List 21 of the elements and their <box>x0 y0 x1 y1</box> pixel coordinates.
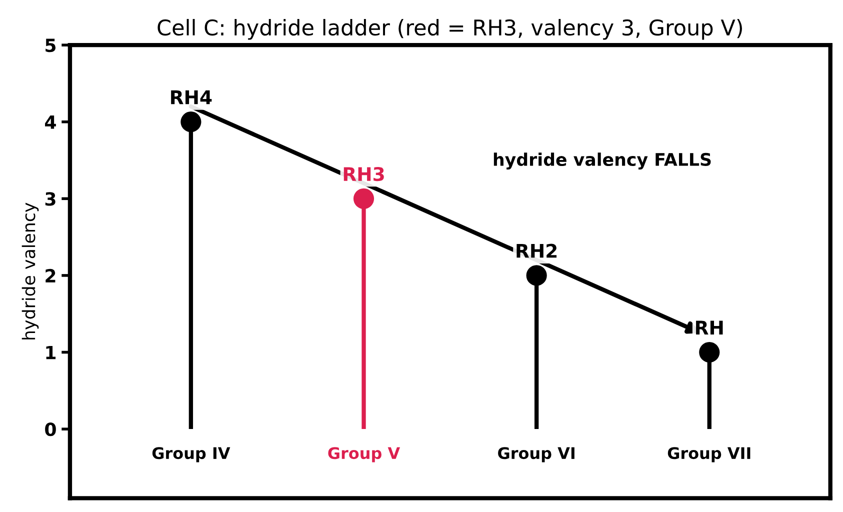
y-tick-label: 2 <box>46 268 56 282</box>
point <box>353 188 374 209</box>
annotation: RH3 <box>344 166 384 182</box>
y-axis-title: hydride valency <box>22 202 39 340</box>
x-tick-label: Group V <box>328 447 400 462</box>
y-tick-label: 0 <box>45 422 56 436</box>
y-tick-label: 4 <box>45 116 56 129</box>
y-tick-label: 5 <box>46 38 56 52</box>
x-tick-label: Group IV <box>152 447 230 462</box>
annotation: RH <box>696 320 723 334</box>
chart-title: Cell C: hydride ladder (red = RH3, valency 3, Group V) <box>158 18 742 40</box>
annotation: RH2 <box>516 244 557 258</box>
point <box>699 342 720 363</box>
annotation: RH4 <box>171 90 212 104</box>
y-tick-label: 3 <box>45 192 56 206</box>
point <box>526 265 547 286</box>
x-tick-label: Group VI <box>498 447 574 462</box>
x-tick-label: Group VII <box>668 447 750 462</box>
point <box>180 112 202 132</box>
y-tick-label: 1 <box>46 346 56 360</box>
annotation: hydride valency FALLS <box>494 152 711 170</box>
